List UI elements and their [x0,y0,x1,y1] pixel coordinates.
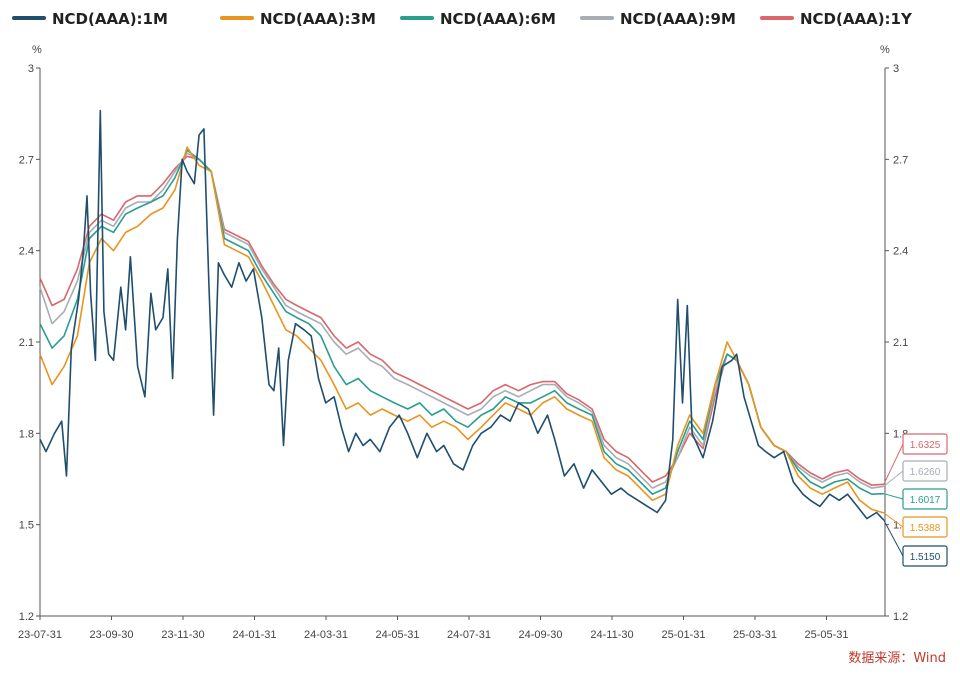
legend: NCD(AAA):1M NCD(AAA):3M NCD(AAA):6M NCD(AAA… [12,10,913,28]
end-label-box [902,516,948,538]
end-label-box [902,488,948,510]
y-tick-label-right: 2.7 [893,154,908,166]
y-tick-label-left: 2.1 [19,337,34,349]
x-tick-label: 24-05-31 [375,629,419,641]
x-tick-label: 24-07-31 [447,629,491,641]
x-tick-label: 23-09-30 [89,629,133,641]
series-layer [39,109,885,521]
x-tick-label: 24-03-31 [304,629,348,641]
series-line [39,146,885,514]
y-tick-label-left: 1.2 [19,611,34,623]
y-tick-label-left: 3 [28,63,34,75]
end-label-box [902,545,948,567]
end-label-value: 1.6260 [910,467,941,478]
end-label-value: 1.6325 [910,440,941,451]
end-label-value: 1.5150 [910,552,941,563]
y-tick-label-left: 1.8 [19,428,34,440]
y-tick-label-right: 2.1 [893,337,908,349]
legend-label: NCD(AAA):6M [440,10,556,28]
end-label-box [902,460,948,482]
x-tick-label: 25-03-31 [733,629,777,641]
x-tick-label: 24-01-31 [232,629,276,641]
x-tick-label: 25-05-31 [804,629,848,641]
legend-label: NCD(AAA):9M [620,10,736,28]
axis-ticks: 1.2 1.21.5 1.51.8 1.82.1 2.12.4 2.42.7 2.73 323… [18,63,908,641]
legend-label: NCD(AAA):1M [52,10,168,28]
y-tick-label-right: 2.4 [893,246,908,258]
series-line [39,109,885,521]
end-labels: 1.6325 1.6260 1.6017 1.5388 1.5150 [883,433,948,567]
y-tick-label-left: 2.4 [19,246,34,258]
axes [39,68,886,617]
y-unit-left: % [32,44,42,56]
end-label-value: 1.5388 [910,523,941,534]
y-tick-label-right: 1.2 [893,611,908,623]
end-label-leader [883,512,904,528]
end-label-leader [883,470,904,487]
source-note: 数据来源：Wind [848,651,946,666]
legend-label: NCD(AAA):3M [260,10,376,28]
legend-label: NCD(AAA):1Y [800,10,913,28]
x-tick-label: 24-11-30 [590,629,633,641]
x-tick-label: 24-09-30 [518,629,562,641]
y-unit-right: % [880,44,890,56]
y-tick-label-left: 1.5 [19,520,34,532]
end-label-leader [883,519,904,557]
y-tick-label-right: 3 [893,63,899,75]
x-tick-label: 23-07-31 [18,629,62,641]
x-tick-label: 25-01-31 [661,629,705,641]
series-line [39,155,884,486]
end-label-box [902,433,948,455]
end-label-value: 1.6017 [910,495,941,506]
y-tick-label-left: 2.7 [19,154,34,166]
end-label-leader [883,493,904,500]
end-label-leader [883,443,904,485]
x-tick-label: 23-11-30 [161,629,204,641]
